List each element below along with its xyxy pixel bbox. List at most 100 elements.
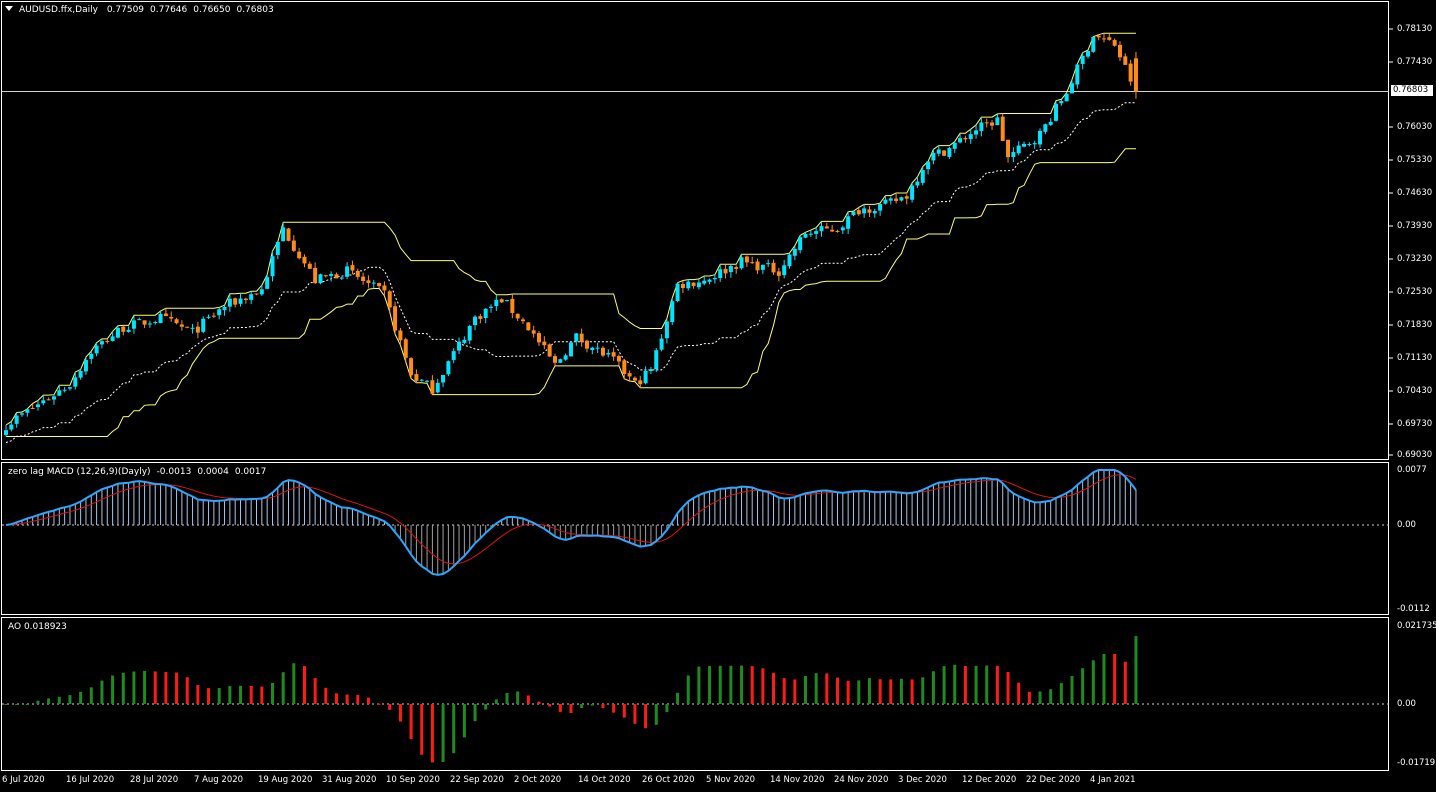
macd-value-3: 0.0017 (234, 467, 267, 477)
candle (1070, 79, 1074, 94)
ao-bar (782, 678, 786, 704)
candle (494, 294, 499, 311)
ao-pane[interactable] (2, 636, 1389, 763)
candle-body (14, 415, 19, 424)
candle-body (744, 256, 749, 263)
candle (739, 254, 744, 270)
candle-body (238, 298, 243, 304)
candle-body (1085, 51, 1090, 57)
candle (851, 211, 856, 217)
ao-bar (68, 695, 72, 704)
candle (94, 342, 99, 357)
candle-body (627, 373, 632, 377)
time-axis-label: 19 Aug 2020 (258, 775, 313, 785)
candle (787, 253, 792, 269)
candle (648, 367, 653, 375)
candle (915, 176, 920, 188)
ohlc-close: 0.76803 (236, 5, 274, 15)
candle-body (142, 320, 147, 325)
candle-body (334, 274, 339, 279)
candle-body (947, 148, 952, 157)
macd-pane[interactable] (2, 469, 1389, 576)
ao-bar (494, 699, 498, 704)
candle-body (457, 341, 462, 351)
candle-body (153, 322, 158, 324)
candle (515, 313, 520, 322)
candle (323, 274, 328, 278)
candle-body (419, 379, 424, 381)
candle-body (1011, 152, 1016, 158)
candle-body (425, 380, 430, 382)
ao-bar (292, 663, 296, 704)
candle (291, 235, 296, 252)
price-axis-tick: 0.75330 (1397, 155, 1433, 165)
ao-bar (921, 677, 925, 704)
candle-body (19, 413, 24, 415)
price-axis-tick: 0.76030 (1397, 122, 1433, 132)
candle-body (675, 283, 680, 302)
ao-bar (196, 685, 200, 704)
candle-body (451, 351, 456, 360)
time-axis-label: 22 Dec 2020 (1026, 775, 1081, 785)
candle (302, 254, 307, 268)
candle-body (350, 265, 355, 271)
candle-body (254, 293, 259, 295)
candle (334, 272, 339, 279)
candle (654, 348, 659, 372)
candle (920, 166, 925, 186)
ao-bar (164, 672, 168, 704)
candle (366, 275, 371, 288)
dropdown-triangle-icon[interactable] (5, 6, 13, 11)
candle (35, 400, 40, 411)
ao-bar (985, 665, 989, 704)
channel-mid-line (5, 102, 1136, 443)
time-axis-label: 6 Jul 2020 (2, 775, 45, 785)
ao-bar (601, 704, 605, 709)
candle (590, 346, 595, 355)
candle (510, 293, 515, 319)
price-pane[interactable] (2, 32, 1389, 443)
candle (1000, 113, 1005, 142)
ao-bar (697, 666, 701, 704)
candle-body (355, 270, 360, 277)
candle-body (958, 138, 963, 143)
candle (963, 135, 968, 143)
ao-bar (1006, 672, 1010, 704)
price-axis-tick: 0.72530 (1397, 287, 1433, 297)
candle-body (339, 277, 344, 279)
ao-bar (281, 672, 285, 704)
candle (760, 264, 765, 274)
candle (25, 408, 30, 417)
macd-label: zero lag MACD (12,26,9)(Dayly) -0.0013 0.0… (8, 467, 272, 478)
candle (814, 227, 819, 239)
candle-body (856, 210, 861, 215)
candle-body (1075, 64, 1080, 85)
candle-body (734, 267, 739, 269)
candle (419, 379, 424, 382)
candle (307, 261, 312, 270)
candle-body (371, 282, 376, 284)
candle-body (377, 283, 382, 287)
candle (824, 222, 829, 229)
ao-bar (995, 665, 999, 704)
candle (1011, 147, 1016, 163)
candle (259, 285, 264, 296)
candle-body (195, 326, 200, 333)
candle (723, 264, 728, 279)
candle-body (1016, 145, 1021, 154)
candle-body (1048, 121, 1053, 125)
candle-body (840, 227, 845, 231)
ao-bar (761, 668, 765, 704)
candle (217, 307, 222, 320)
ohlc-low: 0.76650 (193, 5, 231, 15)
ao-bar (36, 700, 40, 704)
ao-bar (324, 687, 328, 704)
ao-bar (132, 671, 136, 704)
ao-bar (1081, 668, 1085, 704)
chart-title[interactable]: AUDUSD.ffx,Daily 0.77509 0.77646 0.76650 0.… (5, 5, 280, 16)
ao-bar (462, 704, 466, 738)
candle-body (995, 117, 1000, 126)
ao-bar (302, 665, 306, 704)
candle (686, 279, 691, 291)
